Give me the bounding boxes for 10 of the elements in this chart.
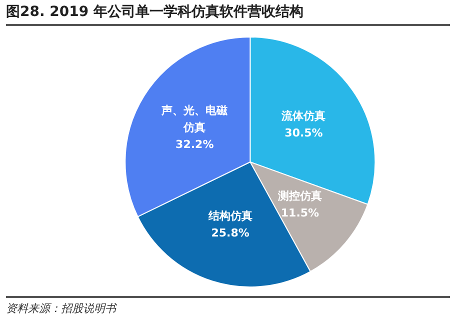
slice-label: 流体仿真 bbox=[280, 109, 326, 122]
chart-title: 图28. 2019 年公司单一学科仿真软件营收结构 bbox=[6, 3, 450, 26]
data-label: 32.2% bbox=[176, 138, 214, 151]
data-label: 11.5% bbox=[280, 206, 320, 220]
slice-label: 结构仿真 bbox=[207, 209, 252, 222]
slice-label: 测控仿真 bbox=[276, 190, 322, 203]
data-label: 30.5% bbox=[284, 126, 323, 140]
slice-label: 声、光、电磁仿真 bbox=[160, 104, 228, 134]
data-label: 25.8% bbox=[211, 226, 250, 240]
text: 资料来源：招股说明书 bbox=[6, 296, 450, 316]
